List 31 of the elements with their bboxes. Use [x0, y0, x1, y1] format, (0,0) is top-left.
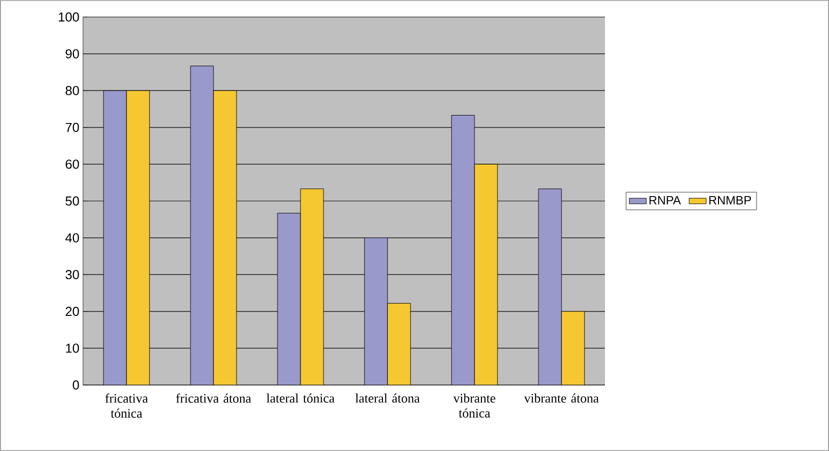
y-tick-label: 40: [65, 233, 79, 242]
bar: [561, 311, 585, 385]
y-tick-label: 30: [66, 270, 79, 280]
x-tick-label: vibrante átona: [524, 394, 599, 403]
x-tick-label: fricativa átona: [176, 394, 252, 403]
x-tick-label: vibrante tónica: [453, 394, 496, 418]
bar: [538, 188, 562, 385]
y-tick-label: 60: [66, 160, 79, 169]
y-tick-label: 20: [66, 306, 79, 316]
y-tick-label: 70: [66, 122, 79, 132]
bar: [364, 238, 388, 385]
bar: [126, 90, 150, 385]
bar: [387, 303, 411, 385]
x-tick-label: lateral tónica: [266, 394, 335, 403]
y-tick-label: 80: [66, 86, 79, 96]
bar: [190, 66, 214, 385]
legend-label: RNPA: [650, 196, 681, 204]
y-tick-label: 50: [66, 196, 79, 206]
bar: [103, 90, 127, 385]
bar: [277, 212, 301, 385]
y-tick-label: 90: [66, 49, 79, 58]
legend-label: RNMBP: [709, 196, 751, 204]
y-tick-label: 0: [72, 380, 79, 390]
bar: [474, 164, 498, 385]
bar: [213, 90, 237, 385]
y-tick-label: 100: [58, 12, 79, 22]
x-tick-label: lateral átona: [355, 394, 420, 403]
x-tick-label: fricativa tónica: [105, 394, 148, 418]
bar: [451, 115, 475, 385]
bar: [300, 188, 324, 385]
y-tick-label: 10: [66, 344, 79, 353]
